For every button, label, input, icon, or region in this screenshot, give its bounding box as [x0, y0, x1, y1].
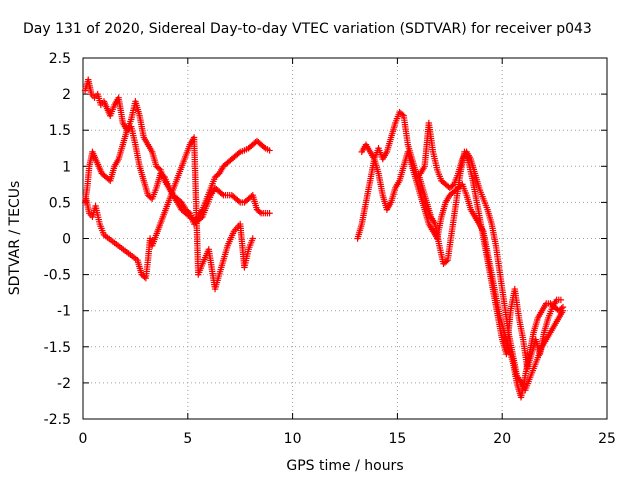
y-axis-label: SDTVAR / TECUs [7, 181, 23, 296]
x-tick-label: 25 [598, 431, 616, 447]
data-point [160, 172, 167, 180]
y-tick-label: 0.5 [49, 195, 71, 211]
data-point [449, 182, 456, 189]
data-point [235, 197, 243, 205]
data-point [559, 303, 567, 311]
x-axis-ticks: 0 5 10 15 20 25 [79, 58, 616, 447]
data-point [249, 235, 256, 242]
y-tick-label: -1.5 [44, 340, 71, 356]
series-track-b [81, 123, 273, 228]
data-point [155, 165, 163, 172]
x-tick-label: 20 [493, 431, 511, 447]
x-tick-label: 15 [388, 431, 406, 447]
y-tick-label: -2 [57, 376, 71, 392]
y-axis-ticks: -2.5 -2 -1.5 -1 -0.5 0 0.5 1 1.5 2 2.5 [44, 51, 607, 428]
y-tick-label: 0 [62, 232, 71, 248]
data-point [256, 208, 263, 216]
data-point [557, 296, 565, 304]
y-tick-label: -0.5 [44, 268, 71, 284]
data-point [266, 210, 273, 217]
data-series [81, 76, 567, 401]
series-track-f [415, 148, 565, 372]
y-tick-label: 1 [62, 159, 71, 175]
chart-title: Day 131 of 2020, Sidereal Day-to-day VTE… [23, 21, 592, 37]
data-point [218, 190, 226, 198]
series-track-d [354, 108, 567, 394]
y-tick-label: 1.5 [49, 123, 71, 139]
data-point [443, 258, 450, 265]
series-track-c [82, 134, 256, 293]
y-tick-label: -2.5 [44, 412, 71, 428]
data-point [197, 214, 205, 222]
y-tick-label: -1 [57, 304, 71, 320]
x-axis-label: GPS time / hours [286, 458, 403, 474]
data-point [260, 143, 268, 151]
y-tick-label: 2 [62, 87, 71, 103]
x-tick-label: 5 [183, 431, 192, 447]
data-point [185, 208, 192, 216]
data-point [558, 305, 565, 312]
y-tick-label: 2.5 [49, 51, 71, 67]
x-tick-label: 0 [79, 431, 88, 447]
data-point [235, 149, 243, 157]
x-tick-label: 10 [284, 431, 302, 447]
data-point [399, 111, 406, 118]
data-point [266, 147, 273, 154]
